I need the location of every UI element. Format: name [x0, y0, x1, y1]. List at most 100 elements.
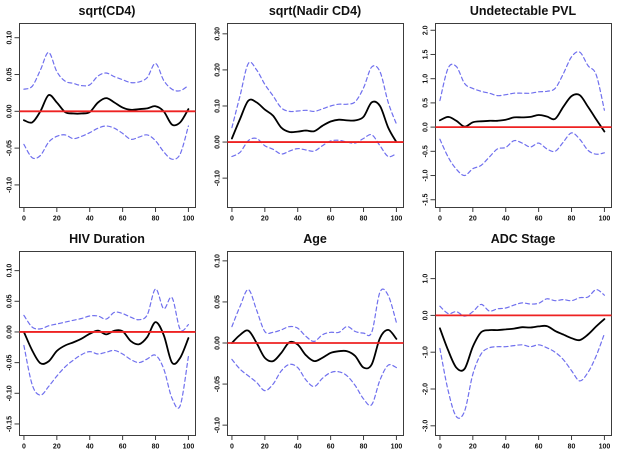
panel-age: Age 0.10 0.05 0.00 -0.05 -0.10 0 20 40 60 80 100 — [214, 232, 404, 451]
x-tick-label: 80 — [568, 216, 576, 223]
x-tick-label: 20 — [469, 444, 477, 451]
plot-area: 0.30 0.20 0.10 0.00 -0.10 0 20 40 60 80 100 — [214, 23, 404, 223]
panel-adc-stage: ADC Stage 1.0 0.0 -1.0 -2.0 -3.0 0 20 40 60 80 100 — [423, 232, 612, 451]
panel-title: sqrt(CD4) — [79, 4, 136, 18]
y-tick-label: 0.05 — [215, 295, 222, 309]
x-tick-label: 40 — [86, 216, 94, 223]
y-tick-label: 1.0 — [422, 74, 429, 84]
x-tick-label: 60 — [327, 216, 335, 223]
x-tick-label: 0 — [22, 444, 26, 451]
y-tick-label: -2.0 — [423, 383, 430, 395]
y-tick-label: 0.0 — [423, 122, 430, 132]
y-tick-label: -3.0 — [423, 420, 430, 432]
x-tick-label: 40 — [294, 444, 302, 451]
y-tick-label: 0.00 — [6, 325, 13, 339]
x-tick-label: 60 — [535, 444, 543, 451]
panel-title: Undetectable PVL — [470, 4, 577, 18]
y-tick-label: -0.5 — [423, 145, 430, 157]
x-tick-label: 100 — [391, 444, 403, 451]
plot-area: 1.0 0.0 -1.0 -2.0 -3.0 0 20 40 60 80 100 — [423, 251, 612, 451]
plot-box — [435, 23, 612, 208]
plot-box — [435, 251, 612, 436]
x-tick-label: 20 — [53, 216, 61, 223]
y-tick-label: 0.10 — [7, 264, 14, 278]
x-tick-label: 100 — [599, 444, 611, 451]
y-tick-label: -0.05 — [7, 355, 14, 371]
x-tick-label: 60 — [535, 216, 543, 223]
lower-ci-curve — [23, 344, 189, 409]
y-tick-label: 0.00 — [7, 104, 14, 118]
x-tick-label: 20 — [53, 444, 61, 451]
estimate-curve — [439, 93, 606, 133]
panel-sqrt-cd4: sqrt(CD4) 0.10 0.05 0.00 -0.05 -0.10 0 20 40 60 8… — [7, 4, 196, 223]
x-tick-label: 0 — [438, 444, 442, 451]
x-tick-label: 80 — [360, 444, 368, 451]
x-tick-label: 80 — [152, 444, 160, 451]
plot-box — [19, 23, 196, 208]
estimate-curve — [231, 98, 398, 143]
y-tick-label: 0.05 — [7, 68, 14, 82]
y-tick-label: -0.10 — [215, 170, 222, 186]
x-tick-label: 80 — [152, 216, 160, 223]
y-tick-label: 0.10 — [214, 99, 221, 113]
plot-area: 0.10 0.05 0.00 -0.05 -0.10 0 20 40 60 80 100 — [214, 251, 404, 451]
x-tick-label: 0 — [438, 216, 442, 223]
x-tick-label: 40 — [502, 444, 510, 451]
x-tick-label: 100 — [599, 216, 611, 223]
estimate-curve — [439, 318, 606, 372]
y-tick-label: 0.10 — [214, 254, 221, 268]
lower-ci-curve — [231, 133, 397, 158]
panel-title: sqrt(Nadir CD4) — [269, 4, 361, 18]
y-tick-label: 0.10 — [7, 31, 14, 45]
y-tick-label: -0.10 — [7, 177, 14, 193]
plot-box — [19, 251, 196, 436]
panel-title: ADC Stage — [491, 232, 556, 246]
x-tick-label: 100 — [391, 216, 403, 223]
y-tick-label: 0.20 — [215, 63, 222, 77]
x-tick-label: 100 — [183, 444, 195, 451]
x-tick-label: 0 — [22, 216, 26, 223]
x-tick-label: 40 — [86, 444, 94, 451]
lower-ci-curve — [23, 125, 189, 160]
y-tick-label: 1.5 — [422, 50, 429, 60]
x-tick-label: 60 — [119, 216, 127, 223]
plot-area: 2.0 1.5 1.0 0.5 0.0 -0.5 -1.0 -1.5 0 20 40 60 80 100 — [422, 23, 612, 223]
y-tick-label: 0.05 — [6, 294, 13, 308]
y-tick-label: 0.00 — [214, 135, 221, 149]
y-tick-label: -1.5 — [423, 194, 430, 206]
y-tick-label: 2.0 — [422, 25, 429, 35]
y-tick-label: 0.5 — [422, 98, 429, 108]
x-tick-label: 40 — [294, 216, 302, 223]
panel-sqrt-nadir-cd4: sqrt(Nadir CD4) 0.30 0.20 0.10 0.00 -0.10 0 20… — [214, 4, 404, 223]
x-tick-label: 80 — [360, 216, 368, 223]
x-tick-label: 60 — [119, 444, 127, 451]
upper-ci-curve — [23, 51, 189, 92]
y-tick-label: 0.00 — [215, 336, 222, 350]
x-tick-label: 20 — [261, 216, 269, 223]
x-tick-label: 80 — [568, 444, 576, 451]
y-tick-label: -1.0 — [423, 346, 430, 358]
plot-area: 0.10 0.05 0.00 -0.05 -0.10 -0.15 0 20 40 60 80 100 — [6, 251, 196, 451]
y-tick-label: -0.10 — [6, 385, 13, 401]
upper-ci-curve — [231, 61, 397, 129]
y-tick-label: -1.0 — [423, 169, 430, 181]
upper-ci-curve — [439, 51, 605, 111]
lower-ci-curve — [439, 132, 605, 177]
panel-title: Age — [303, 232, 327, 246]
estimate-curve — [23, 321, 190, 365]
plot-box — [227, 23, 404, 208]
x-tick-label: 0 — [230, 216, 234, 223]
panel-title: HIV Duration — [69, 232, 145, 246]
y-tick-label: 0.0 — [423, 310, 430, 320]
x-tick-label: 100 — [183, 216, 195, 223]
panel-hiv-duration: HIV Duration 0.10 0.05 0.00 -0.05 -0.10 -0.15… — [6, 232, 196, 451]
upper-ci-curve — [231, 288, 397, 342]
x-tick-label: 40 — [502, 216, 510, 223]
lower-ci-curve — [439, 333, 605, 419]
x-tick-label: 0 — [230, 444, 234, 451]
y-tick-label: -0.05 — [214, 376, 221, 392]
y-tick-label: -0.05 — [7, 140, 14, 156]
x-tick-label: 20 — [261, 444, 269, 451]
plot-area: 0.10 0.05 0.00 -0.05 -0.10 0 20 40 60 80 100 — [7, 23, 196, 223]
